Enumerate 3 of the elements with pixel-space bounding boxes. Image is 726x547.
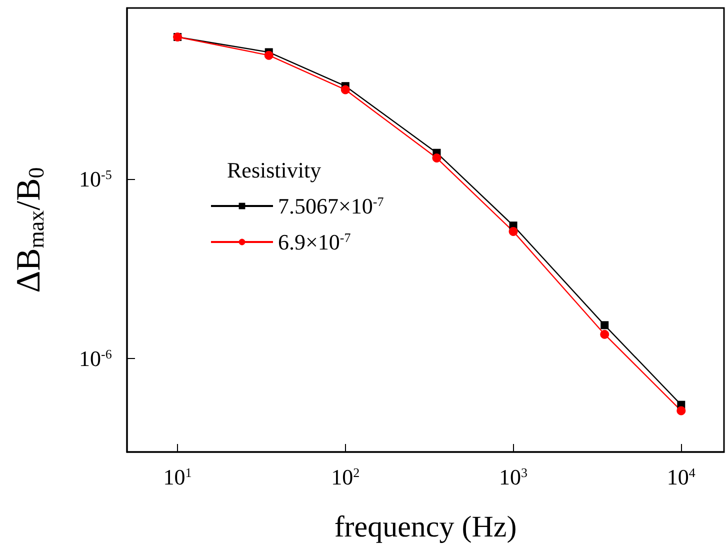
x-axis-title: frequency (Hz) xyxy=(334,510,517,544)
y-axis-title: ΔBmax/B0 xyxy=(10,167,48,293)
legend-title: Resistivity xyxy=(227,158,322,182)
